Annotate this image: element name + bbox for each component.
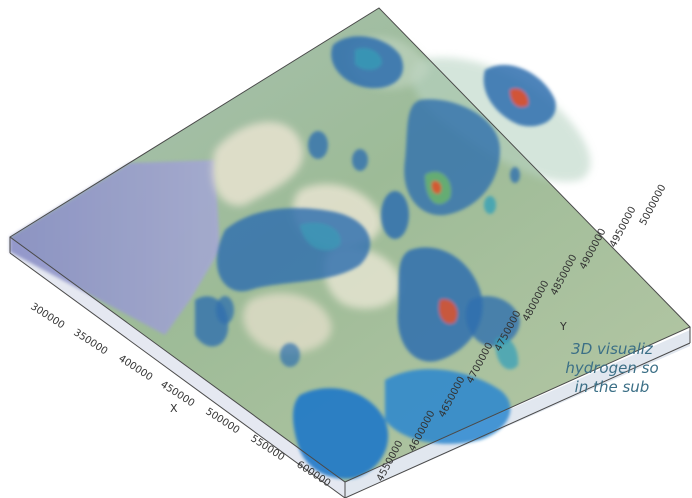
right-side-wall xyxy=(345,330,690,498)
caption-line: in the sub xyxy=(574,378,650,396)
x-axis-label: X xyxy=(170,402,178,415)
y-tick-label: 5000000 xyxy=(638,183,669,227)
y-axis-label: Y xyxy=(559,320,567,333)
caption-line: 3D visualiz xyxy=(571,340,653,358)
voxel-clusters xyxy=(195,36,556,479)
caption-line: hydrogen so xyxy=(565,359,659,377)
figure-caption: 3D visualiz hydrogen so in the sub xyxy=(532,340,692,397)
x-tick-label: 400000 xyxy=(116,353,154,383)
bounding-box xyxy=(9,7,691,498)
x-tick-label: 300000 xyxy=(28,301,66,331)
y-tick-label: 4950000 xyxy=(608,205,639,249)
front-side-wall xyxy=(10,237,345,498)
x-tick-label: 350000 xyxy=(71,327,109,357)
